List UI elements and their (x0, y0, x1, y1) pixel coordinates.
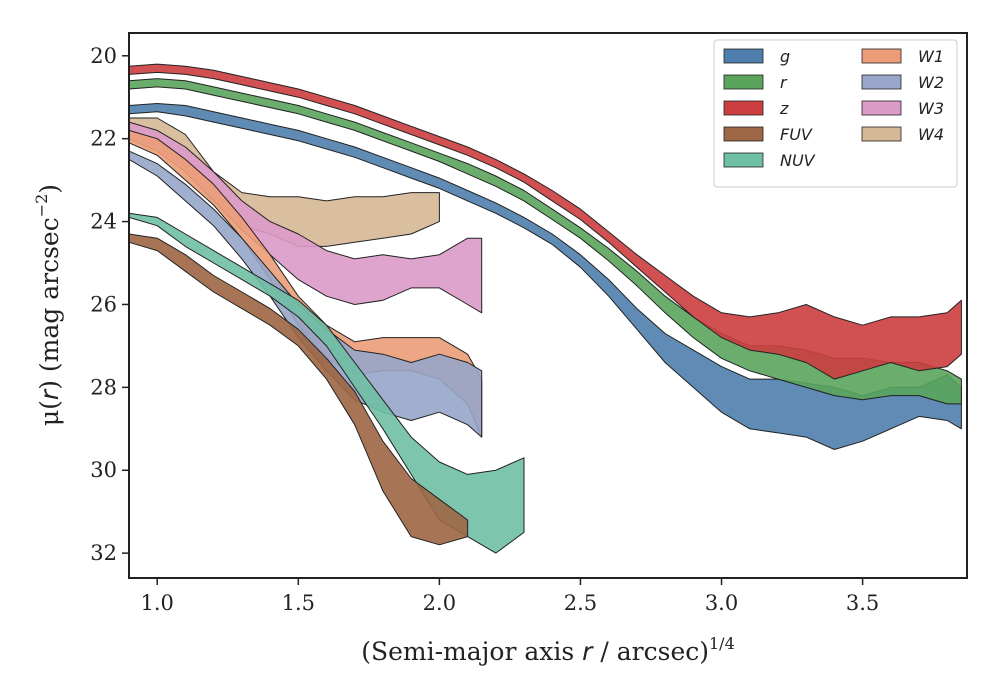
y-tick-label: 26 (90, 292, 117, 316)
y-axis-label-unit: ) (mag arcsec (35, 217, 64, 390)
y-tick-label: 24 (90, 210, 117, 234)
y-tick-label: 20 (90, 44, 117, 68)
legend-label-w1: W1 (918, 47, 944, 66)
series-band-fuv (128, 233, 469, 546)
x-tick-label: 1.0 (141, 591, 174, 615)
legend-swatch-r (723, 74, 764, 90)
legend-label-r: r (780, 73, 788, 92)
y-axis: 20 22 24 26 28 30 32 (90, 44, 129, 565)
series-layer (128, 63, 962, 554)
legend-label-w3: W3 (918, 99, 944, 118)
x-tick-label: 3.0 (705, 591, 738, 615)
x-tick-label: 1.5 (282, 591, 315, 615)
legend-swatch-w2 (861, 74, 902, 90)
legend-swatch-nuv (723, 152, 764, 168)
x-axis-label-exponent: 1/4 (709, 634, 735, 653)
y-axis-label-prefix: μ( (35, 400, 64, 426)
y-axis-label-exponent: −2 (32, 194, 51, 218)
x-tick-label: 2.5 (564, 591, 597, 615)
y-tick-label: 28 (90, 375, 117, 399)
x-axis: 1.0 1.5 2.0 2.5 3.0 3.5 (141, 578, 879, 615)
series-band-w2 (128, 150, 483, 438)
legend-label-nuv: NUV (780, 151, 816, 170)
y-tick-label: 32 (90, 541, 117, 565)
legend-swatch-g (723, 48, 764, 64)
legend-label-w2: W2 (918, 73, 944, 92)
x-tick-label: 3.5 (846, 591, 879, 615)
y-axis-label: μ(r) (mag arcsec−2) (32, 184, 64, 426)
y-axis-label-suffix: ) (35, 184, 64, 194)
legend-label-g: g (780, 47, 790, 66)
legend-swatch-w4 (861, 126, 902, 142)
x-axis-label: (Semi-major axis r / arcsec)1/4 (361, 634, 735, 666)
x-axis-label-variable: r (582, 637, 594, 666)
legend: grz FUV NUV W1 W2 W3 W4 (713, 39, 958, 188)
legend-swatch-z (723, 100, 764, 116)
legend-swatch-w3 (861, 100, 902, 116)
y-tick-label: 30 (90, 458, 117, 482)
series-band-z (128, 63, 962, 380)
x-tick-label: 2.0 (423, 591, 456, 615)
series-band-r (128, 78, 962, 405)
x-axis-label-unit: / arcsec) (592, 637, 709, 666)
plot-frame (128, 32, 968, 579)
legend-label-fuv: FUV (780, 125, 813, 144)
x-axis-label-prefix: (Semi-major axis (361, 637, 582, 666)
legend-label-w4: W4 (918, 125, 944, 144)
series-band-g (128, 103, 962, 450)
legend-swatch-w1 (861, 48, 902, 64)
legend-label-z: z (779, 99, 789, 118)
y-axis-label-variable: r (35, 388, 64, 400)
series-band-nuv (128, 212, 525, 554)
y-tick-label: 22 (90, 127, 117, 151)
legend-swatch-fuv (723, 126, 764, 142)
